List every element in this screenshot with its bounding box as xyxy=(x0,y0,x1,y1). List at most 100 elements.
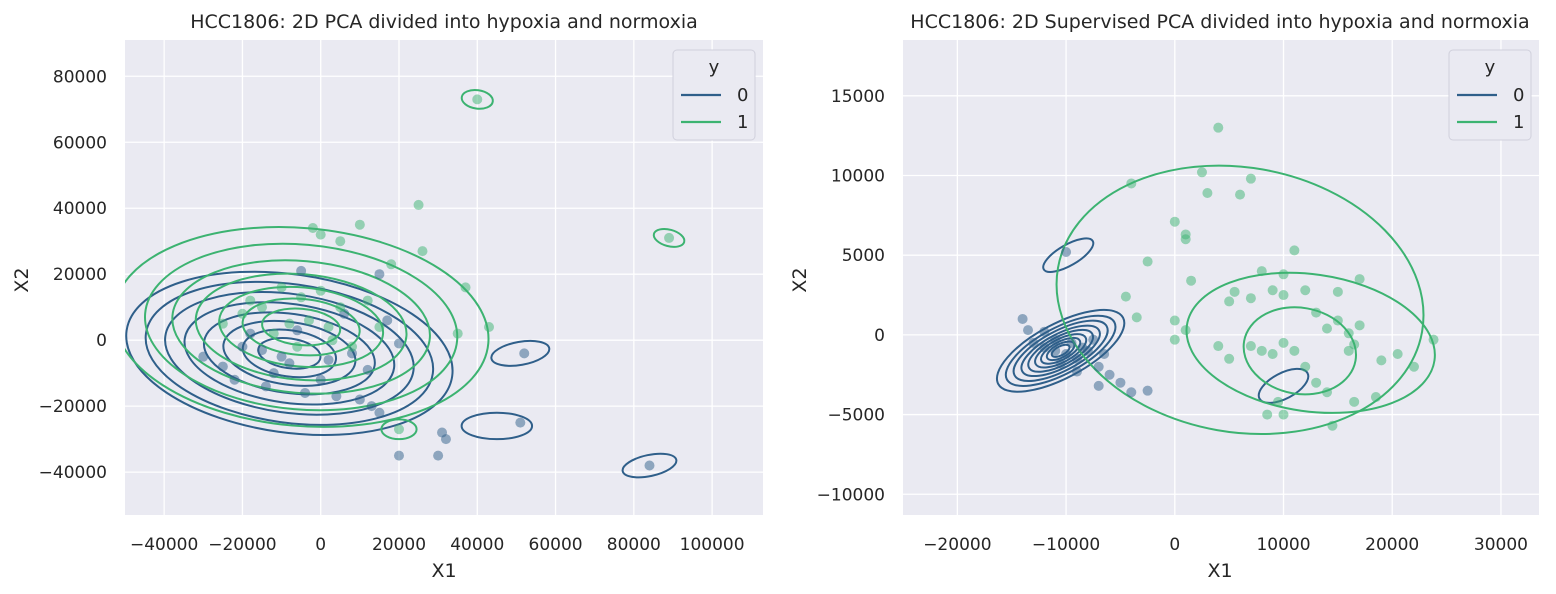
scatter-point-y1 xyxy=(1224,353,1235,364)
scatter-point-y0 xyxy=(362,364,373,375)
scatter-point-y0 xyxy=(260,381,271,392)
scatter-point-y1 xyxy=(1262,409,1273,420)
scatter-point-y0 xyxy=(1028,337,1039,348)
scatter-point-y1 xyxy=(1180,325,1191,336)
kde-contour-y1 xyxy=(652,227,686,248)
y-tick-label: 15000 xyxy=(831,87,885,107)
scatter-point-y0 xyxy=(393,338,404,349)
scatter-point-y1 xyxy=(417,246,428,257)
scatter-point-y0 xyxy=(519,348,530,359)
x-tick-label: 0 xyxy=(1169,535,1180,555)
right-chart-title: HCC1806: 2D Supervised PCA divided into … xyxy=(910,11,1529,33)
scatter-point-y1 xyxy=(276,282,287,293)
kde-contour-y0 xyxy=(183,301,396,406)
scatter-point-y1 xyxy=(1186,275,1197,286)
scatter-point-y1 xyxy=(1376,355,1387,366)
scatter-point-y1 xyxy=(1428,334,1439,345)
left-subplot: −40000 −20000 0 20000 40000 60000 80000 100000 −… xyxy=(11,11,763,582)
scatter-point-y0 xyxy=(229,374,240,385)
y-tick-label: −40000 xyxy=(39,463,107,483)
x-tick-label: −20000 xyxy=(923,535,991,555)
right-legend-label-0: 0 xyxy=(1513,85,1524,106)
left-chart-title: HCC1806: 2D PCA divided into hypoxia and… xyxy=(190,11,698,33)
scatter-point-y0 xyxy=(217,361,228,372)
scatter-point-y0 xyxy=(1039,342,1050,353)
scatter-point-y1 xyxy=(1196,167,1207,178)
scatter-point-y0 xyxy=(374,407,385,418)
scatter-point-y0 xyxy=(1061,349,1072,360)
scatter-point-y1 xyxy=(1267,349,1278,360)
right-plot-area xyxy=(903,40,1539,515)
scatter-point-y1 xyxy=(484,321,495,332)
scatter-point-y1 xyxy=(1311,377,1322,388)
left-legend: y 0 1 xyxy=(672,49,756,141)
y-tick-label: 10000 xyxy=(831,166,885,186)
scatter-point-y1 xyxy=(1332,315,1343,326)
scatter-point-y1 xyxy=(354,219,365,230)
scatter-point-y0 xyxy=(315,374,326,385)
kde-contour-y1 xyxy=(194,272,408,382)
scatter-point-y1 xyxy=(1354,274,1365,285)
scatter-point-y1 xyxy=(307,223,318,234)
scatter-point-y1 xyxy=(1322,387,1332,398)
scatter-point-y0 xyxy=(1099,349,1110,360)
scatter-point-y1 xyxy=(472,94,483,105)
x-tick-label: −10000 xyxy=(1032,535,1100,555)
x-tick-label: 10000 xyxy=(1256,535,1310,555)
right-tick-labels: −20000 −10000 0 10000 20000 30000 −10000 −5000 0… xyxy=(817,87,1528,555)
scatter-point-y1 xyxy=(1126,178,1137,189)
kde-contour-y0 xyxy=(144,280,435,426)
x-tick-label: 20000 xyxy=(1365,535,1419,555)
y-tick-label: 20000 xyxy=(53,265,107,285)
scatter-point-y1 xyxy=(1278,269,1289,280)
scatter-point-y1 xyxy=(327,335,338,346)
scatter-point-y1 xyxy=(1349,339,1360,350)
left-legend-title: y xyxy=(709,57,720,78)
x-tick-label: 80000 xyxy=(607,535,661,555)
kde-contour-y0 xyxy=(1004,314,1117,387)
scatter-point-y1 xyxy=(1349,396,1360,407)
scatter-point-y0 xyxy=(393,450,404,461)
scatter-point-y0 xyxy=(1088,334,1099,345)
left-y-axis-label: X2 xyxy=(11,267,33,292)
scatter-point-y1 xyxy=(452,328,463,339)
scatter-point-y1 xyxy=(1169,315,1180,326)
left-legend-label-0: 0 xyxy=(737,85,748,106)
scatter-point-y1 xyxy=(1300,361,1311,372)
scatter-point-y1 xyxy=(268,328,279,339)
scatter-point-y1 xyxy=(1408,361,1419,372)
scatter-point-y0 xyxy=(1071,353,1082,364)
scatter-point-y1 xyxy=(1322,323,1332,334)
scatter-point-y1 xyxy=(1224,296,1235,307)
scatter-point-y0 xyxy=(1050,345,1061,356)
y-tick-label: 40000 xyxy=(53,199,107,219)
scatter-point-y0 xyxy=(1071,366,1082,377)
kde-contour-y1 xyxy=(460,88,494,110)
scatter-point-y0 xyxy=(245,328,256,339)
scatter-point-y0 xyxy=(268,368,279,379)
scatter-point-y0 xyxy=(256,345,267,356)
y-tick-label: −20000 xyxy=(39,397,107,417)
scatter-point-y1 xyxy=(1256,266,1267,277)
scatter-point-y1 xyxy=(1180,234,1191,245)
scatter-point-y1 xyxy=(315,285,326,296)
scatter-point-y1 xyxy=(335,236,346,247)
scatter-point-y1 xyxy=(1300,285,1311,296)
scatter-point-y1 xyxy=(315,229,326,240)
scatter-point-y0 xyxy=(198,351,209,362)
kde-contour-y1 xyxy=(1055,164,1425,435)
kde-contour-y1 xyxy=(171,259,431,395)
scatter-point-y0 xyxy=(644,460,655,471)
kde-contour-y0 xyxy=(490,339,551,367)
scatter-point-y0 xyxy=(276,351,287,362)
scatter-point-y1 xyxy=(1311,307,1322,318)
left-x-axis-label: X1 xyxy=(431,560,456,582)
scatter-point-y1 xyxy=(1169,216,1180,227)
x-tick-label: 20000 xyxy=(372,535,426,555)
scatter-point-y1 xyxy=(1267,285,1278,296)
scatter-point-y1 xyxy=(1245,173,1256,184)
scatter-point-y0 xyxy=(1050,334,1061,345)
scatter-point-y1 xyxy=(1229,286,1240,297)
scatter-point-y0 xyxy=(354,394,365,405)
scatter-point-y0 xyxy=(515,417,526,428)
